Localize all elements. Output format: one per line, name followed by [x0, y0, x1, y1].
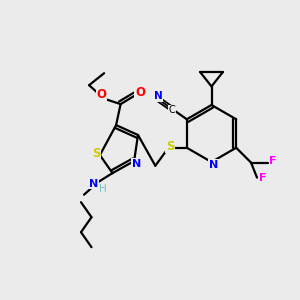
Text: F: F [269, 156, 277, 166]
Text: S: S [166, 140, 175, 153]
Text: N: N [132, 159, 141, 169]
Text: S: S [92, 147, 100, 160]
Text: C: C [169, 106, 176, 116]
Text: O: O [135, 86, 145, 99]
Text: O: O [97, 88, 107, 101]
Text: H: H [99, 184, 106, 194]
Text: F: F [259, 172, 266, 183]
Text: N: N [89, 178, 98, 189]
Text: N: N [209, 160, 218, 170]
Text: N: N [154, 92, 162, 101]
